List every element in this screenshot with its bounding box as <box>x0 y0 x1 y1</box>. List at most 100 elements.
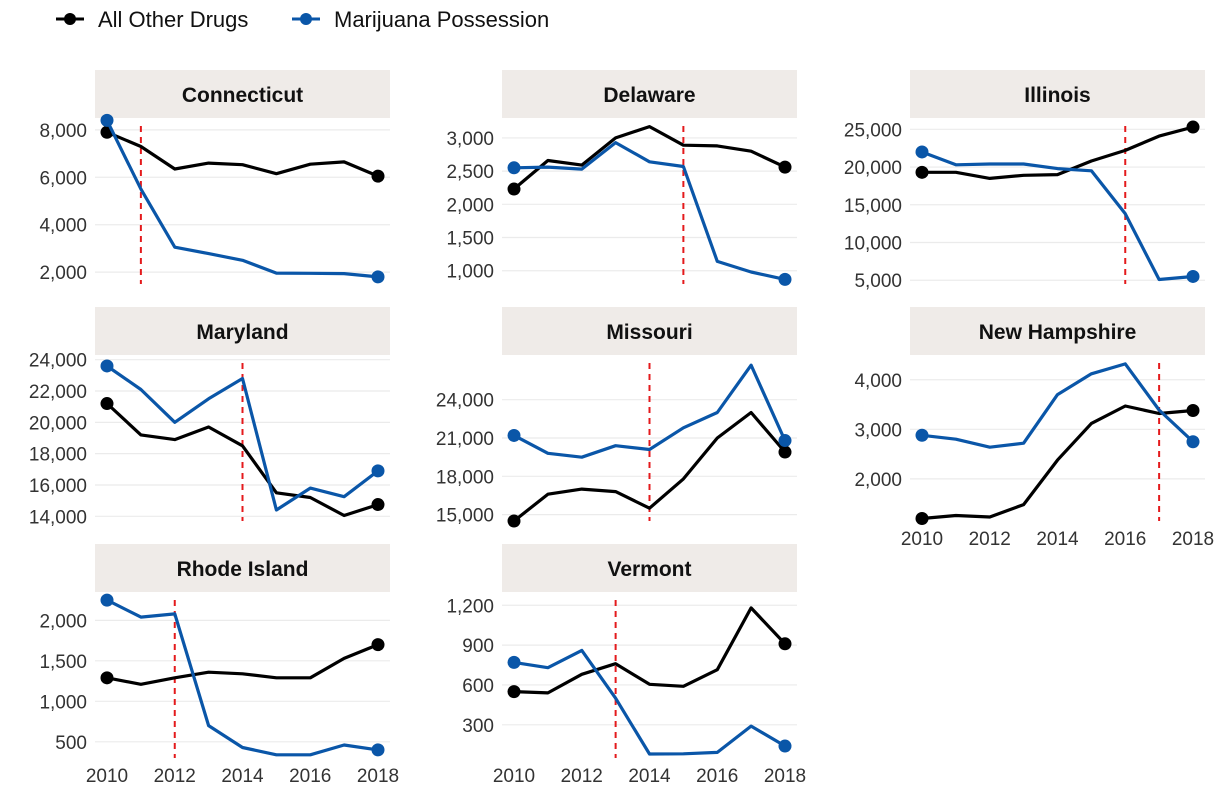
x-tick-label: 2012 <box>969 529 1011 550</box>
y-tick-label: 14,000 <box>29 507 87 528</box>
end-point-marijuana <box>371 464 385 478</box>
y-tick-label: 2,000 <box>39 263 87 284</box>
end-point-other-drugs <box>371 169 385 183</box>
series-line-marijuana <box>106 598 379 757</box>
x-tick-label: 2010 <box>901 529 943 550</box>
panel-new-hampshire: New Hampshire 2,000 3,000 4,000 2010 2012 2014… <box>854 307 1214 550</box>
series-line-other-drugs <box>106 643 379 686</box>
panel-connecticut: Connecticut 2,000 4,000 6,000 8,000 <box>39 70 390 284</box>
start-point-other-drugs <box>507 182 521 196</box>
start-point-marijuana <box>100 593 114 607</box>
start-point-other-drugs <box>100 397 114 411</box>
panel-title: Maryland <box>196 321 288 344</box>
panel-strip <box>95 307 390 355</box>
y-tick-label: 1,000 <box>39 692 87 713</box>
start-point-marijuana <box>100 359 114 373</box>
y-tick-label: 24,000 <box>436 391 494 412</box>
panel-strip <box>502 307 797 355</box>
series-line-other-drugs <box>106 130 379 178</box>
y-tick-label: 900 <box>462 636 494 657</box>
y-tick-label: 1,500 <box>39 652 87 673</box>
x-tick-label: 2018 <box>357 766 399 787</box>
x-tick-label: 2014 <box>221 766 264 787</box>
end-point-other-drugs <box>1186 120 1200 134</box>
x-tick-label: 2010 <box>86 766 128 787</box>
start-point-marijuana <box>100 113 114 127</box>
panel-maryland: Maryland 14,000 16,000 18,000 20,000 22,000 24… <box>29 307 390 528</box>
series-line-other-drugs <box>513 606 787 695</box>
legend-label-marijuana: Marijuana Possession <box>334 7 549 32</box>
panels: Connecticut 2,000 4,000 6,000 8,000 Delaware 1… <box>29 70 1214 787</box>
y-tick-label: 21,000 <box>436 429 494 450</box>
y-tick-label: 2,000 <box>446 195 494 216</box>
start-point-other-drugs <box>915 512 929 526</box>
end-point-other-drugs <box>778 160 792 174</box>
end-point-marijuana <box>778 434 792 448</box>
y-tick-label: 4,000 <box>854 371 902 392</box>
panel-strip <box>95 70 390 118</box>
panel-missouri: Missouri 15,000 18,000 21,000 24,000 <box>436 307 797 528</box>
end-point-other-drugs <box>371 638 385 652</box>
start-point-marijuana <box>915 428 929 442</box>
x-tick-label: 2016 <box>696 766 738 787</box>
panel-title: Rhode Island <box>177 558 309 581</box>
series-line-marijuana <box>921 150 1194 282</box>
y-tick-label: 15,000 <box>844 196 902 217</box>
y-tick-label: 2,000 <box>39 611 87 632</box>
series-line-other-drugs <box>921 404 1194 521</box>
legend-marker-other-drugs <box>64 13 76 25</box>
start-point-marijuana <box>507 655 521 669</box>
y-tick-label: 500 <box>55 733 87 754</box>
y-tick-label: 18,000 <box>29 445 87 466</box>
end-point-marijuana <box>1186 269 1200 283</box>
series-line-marijuana <box>105 119 379 279</box>
y-tick-label: 1,500 <box>446 229 494 250</box>
y-tick-label: 25,000 <box>844 120 902 141</box>
end-point-marijuana <box>1186 435 1200 449</box>
legend: All Other Drugs Marijuana Possession <box>56 7 549 32</box>
y-tick-label: 22,000 <box>29 382 87 403</box>
x-tick-label: 2010 <box>493 766 535 787</box>
end-point-marijuana <box>371 270 385 284</box>
series-line-marijuana <box>921 362 1195 449</box>
series-line-marijuana <box>106 364 379 512</box>
panel-title: Vermont <box>607 558 691 581</box>
y-tick-label: 16,000 <box>29 476 87 497</box>
end-point-other-drugs <box>778 445 792 459</box>
x-tick-label: 2018 <box>764 766 806 787</box>
series-line-other-drugs <box>105 402 379 518</box>
x-tick-label: 2016 <box>289 766 331 787</box>
y-tick-label: 18,000 <box>436 467 494 488</box>
panel-rhode-island: Rhode Island 500 1,000 1,500 2,000 2010 2012 20… <box>39 544 399 787</box>
start-point-other-drugs <box>100 671 114 685</box>
panel-title: Missouri <box>606 321 692 344</box>
start-point-marijuana <box>915 145 929 159</box>
y-tick-label: 2,000 <box>854 470 902 491</box>
series-line-other-drugs <box>512 124 786 191</box>
y-tick-label: 3,000 <box>446 129 494 150</box>
legend-marker-marijuana <box>300 13 312 25</box>
series-line-marijuana <box>513 363 787 459</box>
end-point-marijuana <box>371 743 385 757</box>
legend-label-other-drugs: All Other Drugs <box>98 7 248 32</box>
y-tick-label: 10,000 <box>844 234 902 255</box>
x-tick-label: 2016 <box>1104 529 1146 550</box>
end-point-other-drugs <box>778 637 792 651</box>
panel-illinois: Illinois 5,000 10,000 15,000 20,000 25,000 <box>844 70 1205 292</box>
x-tick-label: 2012 <box>561 766 603 787</box>
panel-delaware: Delaware 1,000 1,500 2,000 2,500 3,000 <box>446 70 797 286</box>
end-point-other-drugs <box>371 498 385 512</box>
y-tick-label: 20,000 <box>844 158 902 179</box>
series-line-marijuana <box>513 648 786 756</box>
panel-vermont: Vermont 300 600 900 1,200 2010 2012 2014 2016 201… <box>446 544 806 787</box>
y-tick-label: 2,500 <box>446 162 494 183</box>
end-point-marijuana <box>778 739 792 753</box>
series-line-marijuana <box>513 141 786 281</box>
panel-strip <box>910 307 1205 355</box>
y-tick-label: 600 <box>462 676 494 697</box>
y-tick-label: 1,000 <box>446 262 494 283</box>
y-tick-label: 5,000 <box>854 271 902 292</box>
panel-title: New Hampshire <box>979 321 1137 344</box>
start-point-other-drugs <box>915 165 929 179</box>
